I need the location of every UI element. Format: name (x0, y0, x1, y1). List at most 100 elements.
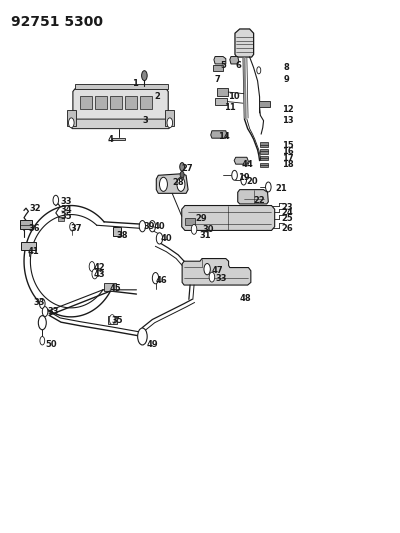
Bar (80, 96, 92, 109)
Ellipse shape (177, 177, 185, 191)
Bar (21, 241, 36, 249)
Text: 36: 36 (28, 224, 40, 233)
Polygon shape (71, 119, 170, 128)
Ellipse shape (167, 118, 172, 128)
Polygon shape (230, 56, 239, 64)
Text: 35: 35 (61, 212, 72, 221)
Ellipse shape (68, 118, 74, 128)
Text: 11: 11 (224, 103, 236, 112)
Text: 22: 22 (254, 196, 265, 205)
Text: 50: 50 (45, 341, 57, 350)
Polygon shape (211, 131, 227, 138)
Text: 4: 4 (108, 135, 114, 144)
Bar (140, 336, 145, 341)
Ellipse shape (241, 175, 246, 185)
Bar (213, 65, 223, 71)
Text: 20: 20 (246, 177, 258, 186)
Bar (260, 142, 268, 147)
Ellipse shape (191, 224, 197, 235)
Ellipse shape (92, 269, 98, 279)
Text: 29: 29 (195, 214, 207, 223)
Ellipse shape (70, 222, 74, 231)
Text: 43: 43 (94, 270, 105, 279)
Text: 16: 16 (282, 148, 294, 157)
Ellipse shape (89, 262, 95, 271)
Bar (215, 98, 228, 105)
Bar (260, 149, 268, 154)
Text: 25: 25 (282, 214, 294, 223)
Bar (110, 96, 122, 109)
Ellipse shape (152, 272, 159, 284)
Text: 45: 45 (110, 284, 121, 293)
Bar (75, 84, 168, 89)
Ellipse shape (160, 177, 168, 191)
Ellipse shape (138, 328, 147, 345)
Text: 17: 17 (282, 154, 294, 163)
Polygon shape (112, 138, 125, 140)
Ellipse shape (42, 306, 48, 317)
Bar (259, 101, 270, 108)
Bar (58, 216, 64, 221)
Ellipse shape (40, 336, 45, 345)
Text: 8: 8 (284, 63, 289, 72)
Text: 33: 33 (61, 197, 72, 206)
Bar (125, 96, 137, 109)
Bar (260, 163, 268, 167)
Ellipse shape (40, 298, 45, 309)
Bar (185, 218, 195, 224)
Text: 12: 12 (282, 105, 294, 114)
Text: 47: 47 (211, 266, 223, 275)
Text: 15: 15 (282, 141, 294, 150)
Text: 49: 49 (146, 341, 158, 350)
Text: 1: 1 (132, 79, 138, 88)
Bar (140, 96, 152, 109)
Bar (95, 96, 107, 109)
Text: 46: 46 (156, 276, 167, 285)
Ellipse shape (139, 221, 146, 232)
Polygon shape (182, 206, 275, 230)
Bar (166, 110, 174, 126)
Text: 23: 23 (282, 203, 294, 212)
Ellipse shape (142, 71, 147, 80)
Text: 27: 27 (181, 164, 192, 173)
Bar (104, 283, 116, 291)
Text: 31: 31 (199, 231, 211, 240)
Text: 34: 34 (61, 205, 72, 214)
Ellipse shape (257, 67, 261, 74)
Ellipse shape (232, 171, 237, 180)
Text: 19: 19 (238, 173, 249, 182)
Text: 3: 3 (142, 116, 148, 125)
Text: 42: 42 (94, 263, 105, 272)
Ellipse shape (180, 171, 184, 179)
Text: 18: 18 (282, 160, 294, 169)
Polygon shape (73, 89, 168, 120)
Text: 10: 10 (228, 92, 240, 101)
Polygon shape (214, 56, 226, 64)
Text: 40: 40 (160, 235, 172, 244)
Ellipse shape (266, 182, 271, 192)
Ellipse shape (110, 314, 115, 325)
Ellipse shape (180, 163, 184, 171)
Text: 39: 39 (143, 222, 155, 231)
Text: 28: 28 (172, 178, 184, 187)
Polygon shape (238, 190, 268, 204)
Text: 92751 5300: 92751 5300 (11, 14, 103, 29)
Text: 33: 33 (33, 298, 45, 307)
Text: 41: 41 (27, 247, 39, 256)
Ellipse shape (204, 263, 210, 275)
Text: 13: 13 (282, 116, 294, 125)
Text: 33: 33 (216, 273, 227, 282)
Text: 2: 2 (154, 92, 160, 101)
Ellipse shape (149, 221, 156, 232)
Text: 44: 44 (242, 160, 254, 168)
Text: 6: 6 (236, 61, 242, 69)
Text: 38: 38 (116, 231, 128, 240)
Polygon shape (156, 174, 188, 193)
Ellipse shape (38, 316, 46, 330)
Bar (67, 110, 76, 126)
Bar (113, 227, 121, 236)
Text: 7: 7 (215, 75, 220, 84)
Polygon shape (182, 259, 251, 285)
Text: 9: 9 (284, 75, 289, 84)
Ellipse shape (53, 195, 58, 205)
